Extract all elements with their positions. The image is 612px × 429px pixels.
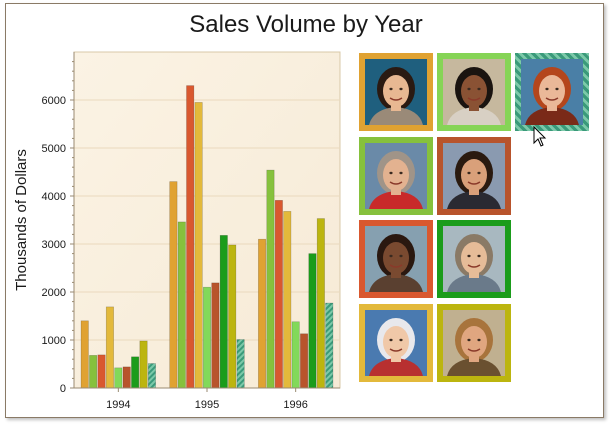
chart-title: Sales Volume by Year xyxy=(189,11,423,38)
portrait-image xyxy=(443,59,505,125)
portrait-image xyxy=(365,310,427,376)
photo-woman-smiling[interactable] xyxy=(437,304,511,382)
bar xyxy=(97,354,106,389)
portrait-image xyxy=(443,310,505,376)
y-tick-label: 4000 xyxy=(42,191,66,203)
x-tick-label: 1995 xyxy=(195,399,219,411)
bar xyxy=(131,356,140,389)
bar xyxy=(283,211,292,389)
bars xyxy=(80,85,334,389)
x-tick-label: 1996 xyxy=(283,399,307,411)
portrait-image xyxy=(365,226,427,292)
photo-woman-red-hair[interactable] xyxy=(515,53,589,131)
bar xyxy=(80,320,89,389)
bar xyxy=(291,321,300,389)
photo-older-woman[interactable] xyxy=(359,304,433,382)
bar xyxy=(169,181,178,389)
portrait-image xyxy=(365,143,427,209)
axes: 0 1000 2000 3000 4000 5000 6000 1994 1995 1996 xyxy=(42,52,340,411)
portrait-image xyxy=(365,59,427,125)
bar xyxy=(211,282,220,389)
bar xyxy=(114,367,123,389)
bar xyxy=(236,339,245,389)
mouse-pointer-icon xyxy=(533,126,547,147)
bar xyxy=(122,366,131,389)
bar xyxy=(89,355,98,389)
bar xyxy=(258,238,267,389)
bar xyxy=(228,244,237,389)
y-tick-label: 1000 xyxy=(42,335,66,347)
photo-man-gray-hair[interactable] xyxy=(359,137,433,215)
bar xyxy=(147,363,156,389)
photo-man-glasses[interactable] xyxy=(437,220,511,298)
bar xyxy=(316,218,325,389)
bar xyxy=(308,253,317,389)
bar xyxy=(325,302,334,389)
photo-woman-curly-hair[interactable] xyxy=(359,220,433,298)
bar xyxy=(300,333,309,389)
bar xyxy=(105,306,114,389)
bar xyxy=(203,286,212,389)
y-tick-label: 2000 xyxy=(42,287,66,299)
bar xyxy=(274,200,283,389)
y-axis-label: Thousands of Dollars xyxy=(13,149,30,291)
bar xyxy=(266,169,275,389)
photo-man-phone[interactable] xyxy=(437,53,511,131)
bar xyxy=(177,221,186,389)
y-tick-label: 0 xyxy=(60,383,66,395)
bar xyxy=(219,235,228,389)
y-tick-label: 6000 xyxy=(42,95,66,107)
y-tick-label: 3000 xyxy=(42,239,66,251)
portrait-image xyxy=(443,226,505,292)
bar xyxy=(139,340,148,389)
portrait-image xyxy=(443,143,505,209)
x-tick-label: 1994 xyxy=(106,399,130,411)
bar xyxy=(194,102,203,389)
portrait-image xyxy=(521,59,583,125)
bar xyxy=(186,85,195,389)
y-tick-label: 5000 xyxy=(42,143,66,155)
photo-man-dark-shirt[interactable] xyxy=(437,137,511,215)
photo-woman-dark-hair[interactable] xyxy=(359,53,433,131)
